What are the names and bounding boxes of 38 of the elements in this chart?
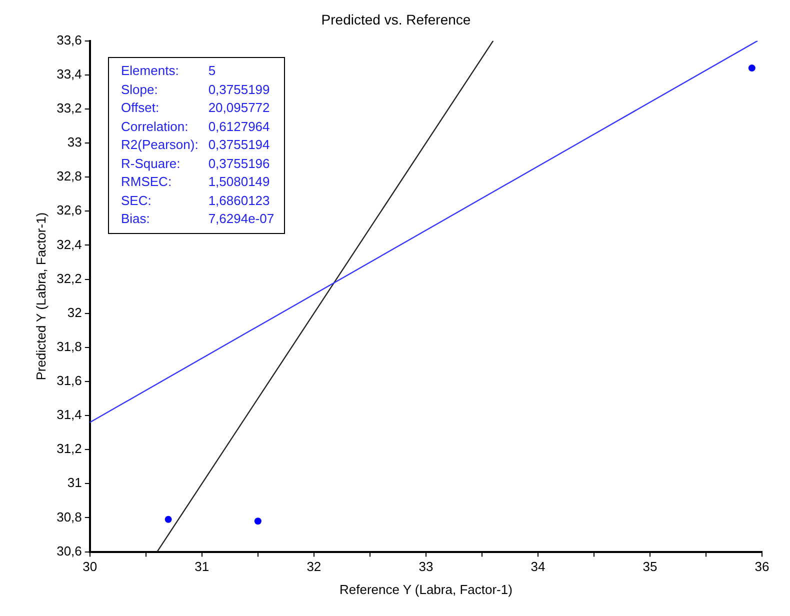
y-tick-label: 33	[67, 134, 82, 150]
chart-title: Predicted vs. Reference	[321, 11, 471, 28]
y-tick-label: 31,6	[56, 373, 82, 388]
x-axis-title: Reference Y (Labra, Factor-1)	[339, 582, 512, 597]
x-tick-label: 36	[754, 559, 770, 574]
y-tick-label: 32,2	[56, 270, 82, 286]
y-tick-label: 31,2	[56, 441, 82, 456]
x-tick-label: 30	[82, 559, 98, 574]
y-tick-label: 31	[67, 475, 82, 490]
x-tick-label: 34	[530, 559, 546, 574]
text: R-Square: 0,3755196	[121, 156, 270, 170]
annotation: R2(Pearson): 0,3755194	[121, 136, 271, 154]
point	[254, 518, 262, 525]
y-tick-label: 32,4	[56, 236, 82, 252]
y-tick-label: 32,6	[56, 202, 82, 218]
text: Bias: 7,6294e-07	[121, 211, 274, 226]
text: Offset: 20,095772	[121, 100, 270, 115]
point	[164, 516, 172, 523]
y-tick-label: 30,8	[56, 509, 82, 524]
y-tick-label: 33,6	[56, 32, 82, 48]
text: Elements: 5	[121, 63, 216, 78]
x-tick-label: 31	[194, 559, 210, 574]
text: RMSEC: 1,5080149	[121, 174, 270, 189]
x-tick-label: 33	[418, 559, 434, 574]
point	[748, 64, 756, 72]
text: Slope: 0,3755199	[121, 82, 270, 96]
y-tick-label: 32	[67, 304, 82, 320]
text: Correlation: 0,6127964	[121, 118, 270, 134]
text: SEC: 1,6860123	[121, 192, 270, 208]
y-tick-label: 31,4	[56, 407, 82, 422]
y-tick-label: 33,2	[56, 100, 82, 116]
x-tick-label: 35	[642, 559, 658, 574]
x-tick-label: 32	[306, 559, 322, 574]
y-tick-label: 31,8	[56, 338, 82, 354]
y-tick-label: 33,4	[56, 66, 82, 82]
y-tick-label: 30,6	[56, 543, 82, 558]
y-axis-title: Predicted Y (Labra, Factor-1)	[33, 212, 48, 380]
y-tick-label: 32,8	[56, 168, 82, 184]
